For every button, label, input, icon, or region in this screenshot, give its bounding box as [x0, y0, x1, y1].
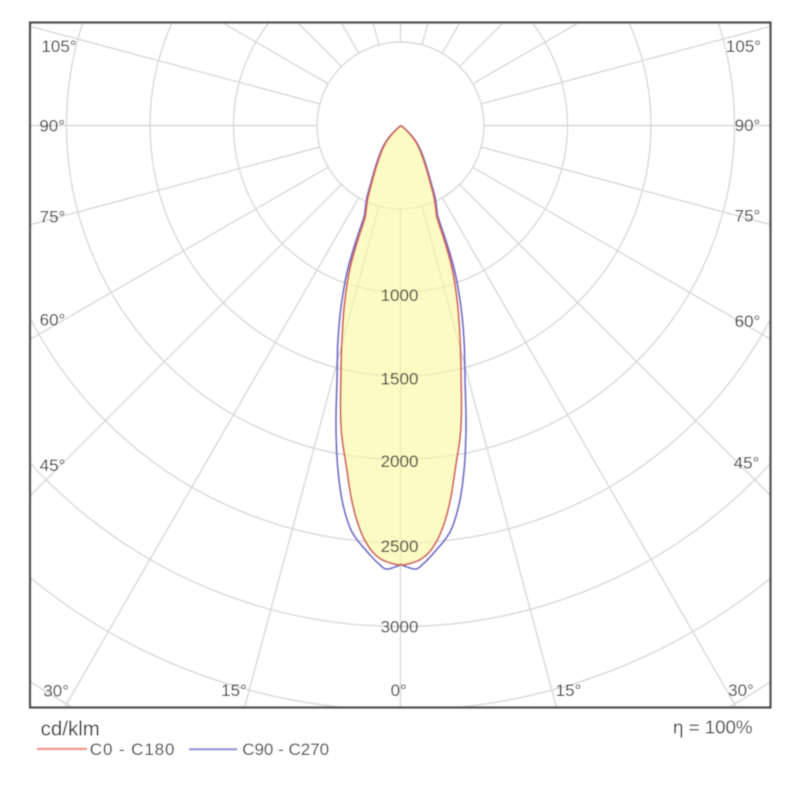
svg-text:90°: 90° — [39, 116, 65, 135]
svg-text:C0 - C180: C0 - C180 — [90, 740, 176, 759]
svg-text:45°: 45° — [734, 454, 760, 473]
svg-text:C90 - C270: C90 - C270 — [242, 740, 329, 759]
svg-text:15°: 15° — [221, 681, 247, 700]
svg-text:60°: 60° — [40, 311, 66, 330]
svg-text:30°: 30° — [43, 682, 69, 701]
svg-text:1500: 1500 — [381, 369, 419, 388]
svg-text:75°: 75° — [40, 208, 66, 227]
svg-text:1000: 1000 — [381, 286, 419, 305]
svg-text:105°: 105° — [41, 37, 76, 56]
svg-text:105°: 105° — [726, 37, 761, 56]
svg-text:60°: 60° — [735, 312, 761, 331]
svg-text:75°: 75° — [735, 207, 761, 226]
svg-text:0°: 0° — [391, 681, 407, 700]
svg-text:2000: 2000 — [381, 452, 419, 471]
svg-text:45°: 45° — [40, 456, 66, 475]
svg-text:η = 100%: η = 100% — [673, 717, 753, 738]
svg-text:15°: 15° — [556, 681, 582, 700]
svg-text:3000: 3000 — [381, 617, 419, 636]
svg-text:30°: 30° — [728, 681, 754, 700]
svg-text:2500: 2500 — [381, 537, 419, 556]
svg-text:90°: 90° — [735, 116, 761, 135]
svg-text:cd/klm: cd/klm — [41, 717, 100, 740]
